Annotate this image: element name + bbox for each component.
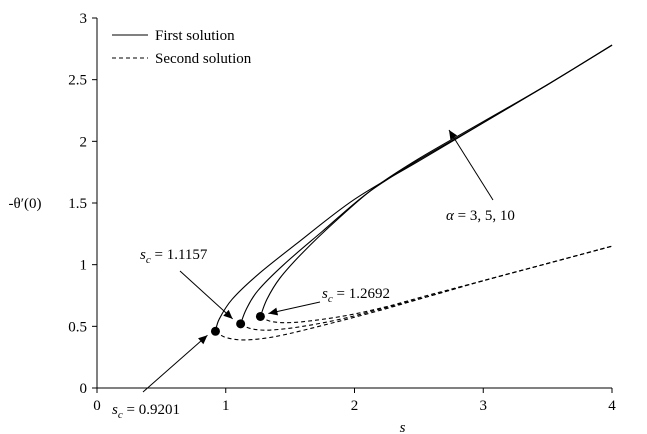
legend: First solution Second solution [112,28,252,67]
y-tick-label: 0.5 [68,319,87,335]
second-solution-curve-alpha-5 [240,245,613,331]
critical-points-layer [210,311,265,336]
y-axis-title: -θ′(0) [9,196,42,212]
x-tick-label: 2 [351,398,359,414]
x-tick-label: 1 [222,398,230,414]
first-solution-curve-alpha-10 [259,44,613,317]
second-solution-curve-alpha-10 [260,245,613,324]
sc-arrow-0-9201-head [198,335,208,345]
sc-arrow-1-1157-head [223,309,233,319]
sc-label-1-2692: sc = 1.2692 [322,286,390,305]
sc-label-0-9201: sc = 0.9201 [112,402,180,421]
sc-arrow-0-9201 [142,334,208,393]
y-tick-label: 2.5 [68,73,87,89]
y-tick-label: 1 [80,258,88,274]
y-tick-label: 3 [80,11,88,27]
first-solution-curve-alpha-3 [214,44,613,332]
x-axis-title: s [400,420,406,434]
second-solution-curve-alpha-3 [215,245,613,341]
annotations-layer: sc = 0.9201 sc = 1.1157 sc = 1.2692 α = 3, … [112,129,515,421]
first-solution-curve-alpha-5 [240,44,613,325]
x-tick-label: 3 [480,398,488,414]
sc-arrow-1-2692-head [268,307,279,316]
axes: 0 1 2 3 4 0 0.5 1 1.5 2 2.5 3 s -θ′(0) [9,11,617,434]
critical-point-marker [236,319,246,329]
critical-point-marker [255,311,265,321]
y-tick-label: 1.5 [68,196,87,212]
sc-arrow-1-1157 [179,270,233,320]
x-tick-label: 0 [93,398,101,414]
legend-label-1: Second solution [155,51,252,67]
alpha-arrow-head [449,130,458,140]
alpha-annotation-label: α = 3, 5, 10 [446,208,515,224]
critical-point-marker [210,326,220,336]
x-tick-label: 4 [608,398,616,414]
y-tick-label: 2 [80,134,88,150]
alpha-arrow [448,129,494,201]
y-tick-label: 0 [80,381,88,397]
series-layer [214,44,613,341]
sc-label-1-1157: sc = 1.1157 [140,247,208,266]
legend-label-0: First solution [155,28,235,44]
